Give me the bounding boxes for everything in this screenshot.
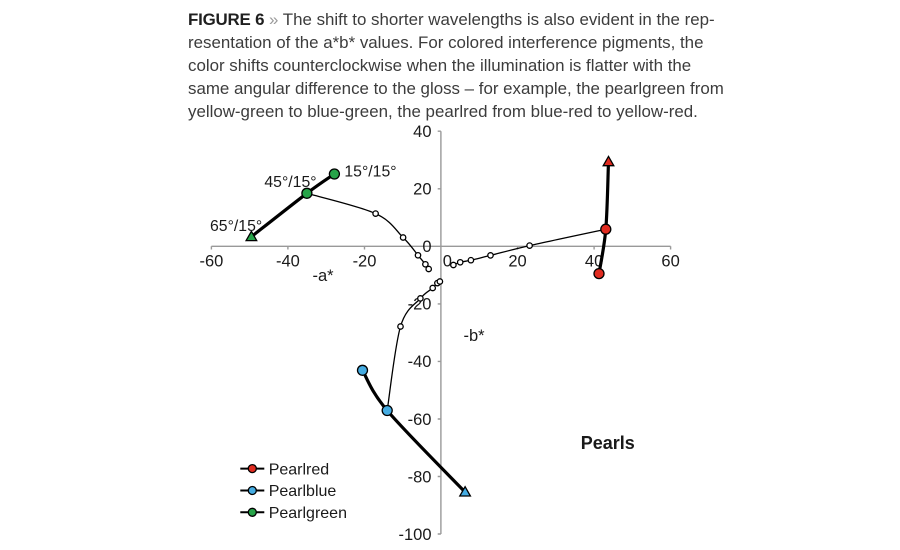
svg-text:40: 40 xyxy=(585,252,603,270)
svg-text:-40: -40 xyxy=(408,353,432,371)
svg-text:20: 20 xyxy=(508,252,526,270)
svg-text:60: 60 xyxy=(661,252,679,270)
svg-text:45°/15°: 45°/15° xyxy=(264,174,316,191)
svg-text:20: 20 xyxy=(413,181,431,199)
svg-text:-40: -40 xyxy=(276,252,300,270)
svg-text:0: 0 xyxy=(422,238,431,256)
svg-text:Pearlred: Pearlred xyxy=(269,461,329,478)
svg-text:15°/15°: 15°/15° xyxy=(344,164,396,181)
svg-text:-b*: -b* xyxy=(463,327,485,345)
svg-text:0: 0 xyxy=(443,252,452,270)
svg-text:Pearlblue: Pearlblue xyxy=(269,483,337,500)
svg-text:-80: -80 xyxy=(408,468,432,486)
svg-text:-60: -60 xyxy=(408,411,432,429)
svg-text:-100: -100 xyxy=(398,526,431,544)
svg-text:Pearlgreen: Pearlgreen xyxy=(269,505,347,522)
svg-text:65°/15°: 65°/15° xyxy=(210,218,262,235)
svg-text:40: 40 xyxy=(413,123,431,141)
svg-text:-60: -60 xyxy=(199,252,223,270)
svg-text:-20: -20 xyxy=(408,296,432,314)
svg-text:-a*: -a* xyxy=(312,267,334,285)
svg-text:-20: -20 xyxy=(353,252,377,270)
svg-text:Pearls: Pearls xyxy=(581,433,635,453)
